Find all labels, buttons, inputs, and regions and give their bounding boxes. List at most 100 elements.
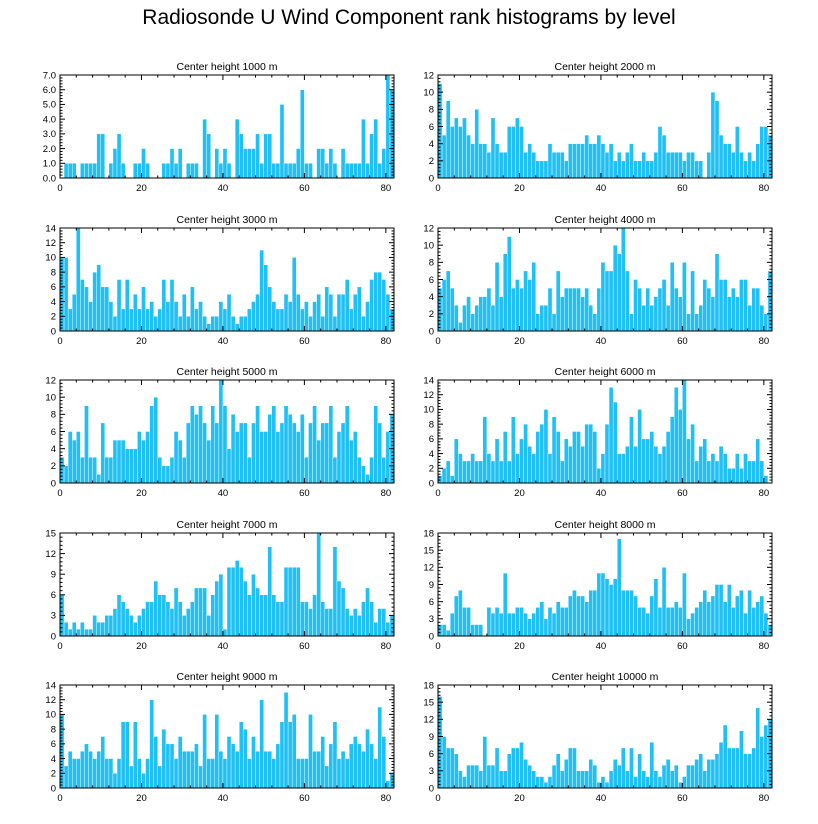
histogram-bar [381,608,387,637]
histogram-bar [441,736,447,789]
histogram-bar [661,764,667,789]
x-tick-label: 60 [299,641,310,652]
histogram-bar [714,460,720,484]
histogram-bar [88,163,93,179]
x-tick-label: 60 [299,336,310,347]
histogram-bar [722,453,728,484]
histogram-bar [210,316,215,332]
histogram-bar [251,301,256,332]
histogram-bar [698,753,703,789]
histogram-bar [710,759,716,789]
histogram-bar [706,152,712,179]
y-tick-label: 12 [423,223,434,234]
histogram-bar [206,439,211,484]
histogram-bar [247,457,252,484]
histogram-bar [527,618,532,637]
histogram-bar [112,439,118,484]
y-tick-label: 4 [51,754,56,765]
histogram-bar [255,751,260,789]
histogram-bar [722,143,728,179]
x-tick-label: 80 [759,183,770,194]
histogram-bar [494,262,500,332]
y-tick-label: 0 [429,783,434,794]
histogram-bar [645,287,651,332]
histogram-bar [100,133,106,179]
histogram-bar [316,532,321,637]
histogram-bar [572,143,577,179]
histogram-bar [617,453,622,484]
histogram-bar [141,439,146,484]
histogram-bar [336,294,342,332]
histogram-bar [735,126,740,179]
histogram-bar [718,279,724,332]
histogram-bar [559,460,565,484]
histogram-bar [612,244,618,332]
y-tick-label: 2 [51,461,56,472]
histogram-bar [482,416,488,484]
histogram-bar [104,615,110,637]
histogram-bar [486,607,492,637]
histogram-bar [596,134,602,179]
histogram-bar [621,747,626,789]
histogram-bar [478,770,484,789]
histogram-bar [243,316,248,332]
histogram-bar [296,148,301,179]
histogram-bar [519,607,524,637]
histogram-bar [637,287,642,332]
y-tick-label: 3 [51,611,56,622]
histogram-bar [206,323,211,332]
histogram-bar [555,431,561,484]
x-tick-label: 20 [136,183,147,194]
histogram-bar [564,160,569,179]
histogram-bar [332,457,338,484]
histogram-bar [226,448,232,484]
histogram-bar [59,257,65,332]
histogram-bar [267,414,273,484]
histogram-bar [222,308,228,332]
histogram-bar [283,567,289,637]
histogram-bar [186,751,191,789]
histogram-bar [604,270,610,332]
histogram-bar [726,296,732,332]
histogram-bar [291,422,297,484]
histogram-bar [165,601,171,637]
histogram-bar [445,747,451,789]
histogram-bar [80,279,85,332]
histogram-bar [559,607,565,637]
panel-title: Center height 8000 m [555,519,656,531]
histogram-bar [92,758,97,789]
histogram-bar [714,100,720,179]
histogram-bar [588,759,593,789]
histogram-bar [210,405,215,484]
histogram-bar [633,446,638,484]
histogram-bar [625,590,630,637]
histogram-bar [100,622,106,637]
histogram-bar [507,612,512,637]
histogram-bar [450,287,455,332]
histogram-bar [181,457,187,484]
histogram-bar [694,759,699,789]
y-tick-label: 12 [423,390,434,401]
histogram-bar [511,612,516,637]
histogram-bar [353,294,358,332]
histogram-bar [353,163,358,179]
histogram-bar [369,743,374,789]
histogram-bar [161,163,167,179]
histogram-bar [385,74,391,179]
histogram-bar [206,758,211,789]
histogram-bar [710,595,716,637]
histogram-bar [255,587,260,637]
histogram-bar [617,538,622,637]
histogram-bar [124,721,130,789]
histogram-bar [308,714,313,789]
histogram-bar [441,279,447,332]
histogram-panel: Center height 6000 m 0 2 4 6 8 10 12 14 0 20 40 60 80 [423,366,773,499]
histogram-bar [255,405,260,484]
histogram-bar [373,405,378,484]
y-tick-label: 15 [423,697,434,708]
x-tick-label: 60 [677,641,688,652]
histogram-bar [243,728,248,789]
histogram-bar [222,148,228,179]
histogram-bar [63,257,69,332]
